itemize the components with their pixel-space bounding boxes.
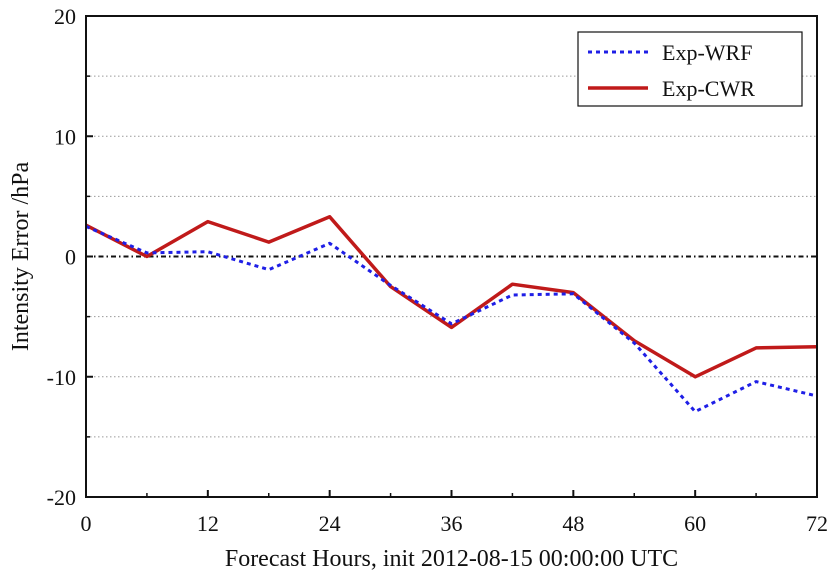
series-lines: [85, 215, 818, 414]
y-tick-label: 10: [54, 124, 76, 149]
x-tick-label: 12: [197, 511, 219, 536]
legend-box: [577, 31, 803, 107]
x-tick-label: 60: [684, 511, 706, 536]
axis-ticks: 0 12 24 36 48 60 72 -20 -10 0 10 20: [47, 4, 828, 536]
y-axis-title: Intensity Error /hPa: [8, 162, 34, 352]
x-tick-label: 72: [806, 511, 828, 536]
x-tick-label: 24: [319, 511, 341, 536]
x-tick-label: 0: [81, 511, 92, 536]
y-tick-label: 0: [65, 245, 76, 270]
x-tick-label: 36: [441, 511, 463, 536]
legend-label-exp-wrf: Exp-WRF: [662, 40, 752, 65]
legend-label-exp-cwr: Exp-CWR: [662, 76, 755, 101]
y-tick-label: 20: [54, 4, 76, 29]
legend: Exp-WRF Exp-CWR: [577, 31, 803, 107]
x-axis-title: Forecast Hours, init 2012-08-15 00:00:00…: [225, 546, 678, 572]
y-tick-label: -20: [47, 485, 76, 510]
y-tick-label: -10: [47, 365, 76, 390]
series-line-exp-wrf: [85, 225, 818, 414]
series-line-exp-cwr: [85, 215, 818, 379]
x-tick-label: 48: [562, 511, 584, 536]
